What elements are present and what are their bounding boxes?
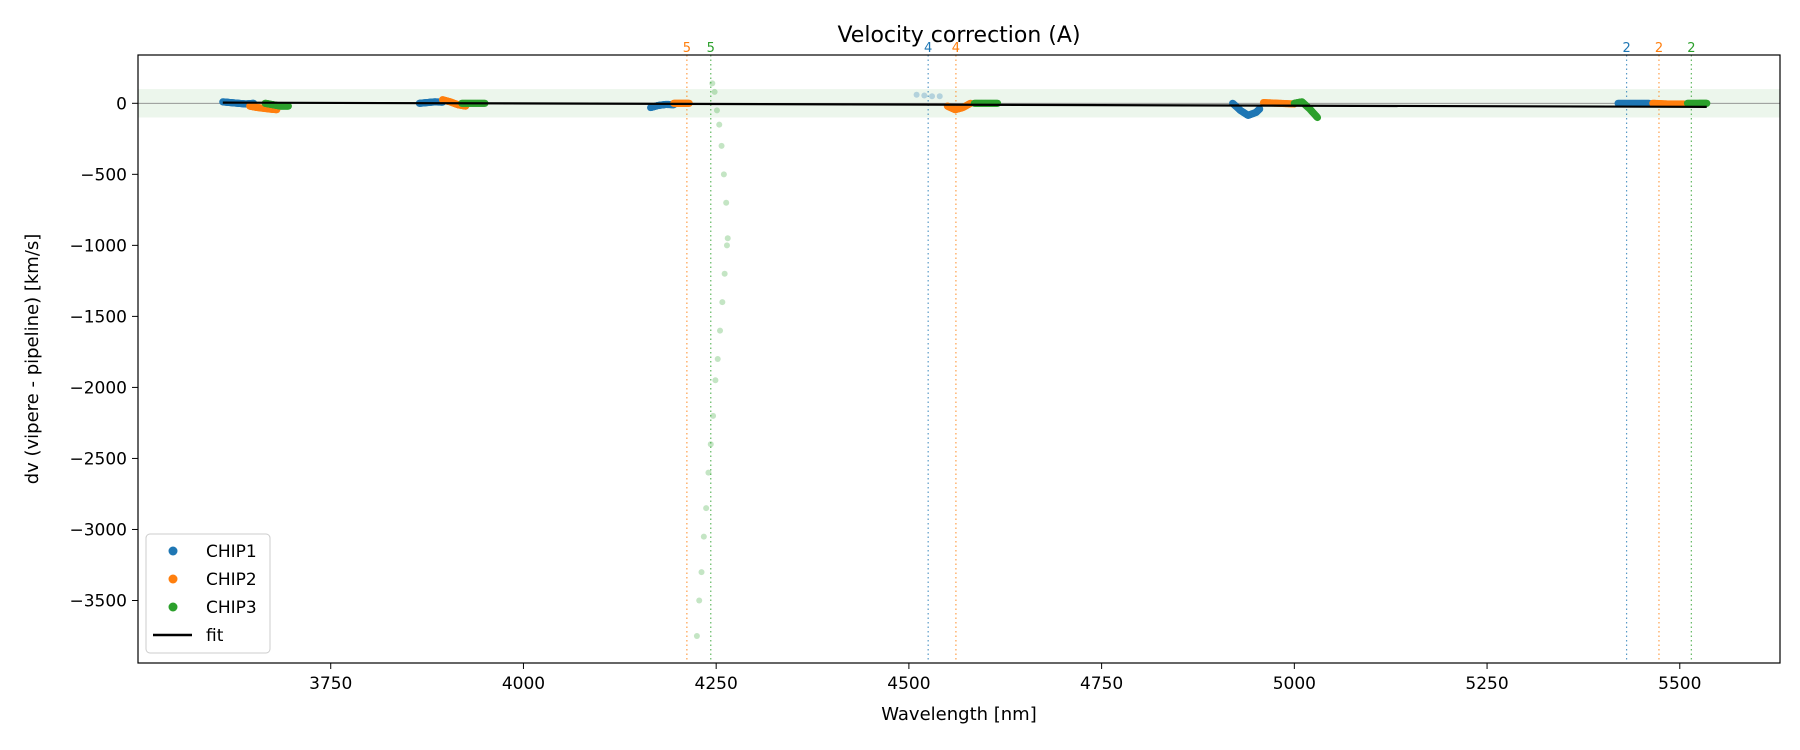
data-point — [1256, 105, 1264, 113]
outlier-point — [714, 356, 721, 362]
outlier-point — [718, 142, 725, 149]
legend-label-chip1: CHIP1 — [206, 542, 257, 562]
legend-marker-chip3 — [168, 602, 178, 612]
axis-ticks-layer: 3750 4000 4250 4500 4750 5000 5250 5500 0 −500 −10… — [69, 94, 1701, 694]
order-marker-label: 5 — [683, 41, 691, 56]
x-tick-label: 3750 — [309, 674, 352, 694]
y-axis-label: dv (vipere - pipeline) [km/s] — [22, 234, 43, 485]
x-tick-label: 5500 — [1658, 674, 1701, 694]
legend-label-chip2: CHIP2 — [206, 570, 257, 590]
outlier-point — [723, 242, 730, 249]
order-marker-label: 2 — [1622, 41, 1630, 56]
outlier-point — [700, 533, 707, 540]
order-marker-label: 2 — [1687, 41, 1695, 56]
y-tick-label: −500 — [80, 165, 127, 185]
data-point — [1313, 113, 1322, 122]
plot-frame — [137, 54, 1781, 664]
outlier-point — [696, 597, 703, 604]
y-tick-label: −2500 — [69, 449, 127, 469]
legend-box — [145, 533, 271, 654]
x-tick-label: 4250 — [695, 674, 738, 694]
legend: CHIP1 CHIP2 CHIP3 fit — [145, 533, 271, 654]
x-tick-label: 4000 — [502, 674, 545, 694]
order-marker-label: 2 — [1655, 41, 1663, 56]
order-marker-label: 4 — [924, 41, 932, 56]
chart-title: Velocity correction (A) — [837, 23, 1080, 48]
outlier-point — [707, 441, 714, 448]
data-point — [1703, 99, 1711, 107]
y-tick-label: 0 — [116, 94, 127, 114]
y-tick-label: −3500 — [69, 591, 127, 611]
outlier-point — [913, 91, 920, 98]
order-marker-label: 4 — [952, 41, 960, 56]
y-tick-label: −2000 — [69, 378, 127, 398]
outlier-point — [720, 171, 727, 178]
outlier-point — [921, 92, 928, 99]
x-tick-label: 5250 — [1465, 674, 1508, 694]
legend-label-chip3: CHIP3 — [206, 598, 257, 618]
outlier-point — [721, 270, 728, 277]
data-point — [284, 102, 292, 110]
outlier-point — [712, 377, 719, 384]
outlier-point — [723, 199, 730, 206]
x-axis-label: Wavelength [nm] — [881, 704, 1037, 725]
fit-line-layer — [222, 101, 1707, 108]
outlier-point — [711, 88, 718, 95]
legend-marker-chip2 — [168, 574, 178, 584]
outlier-point — [698, 569, 705, 576]
data-points-layer — [219, 80, 1711, 640]
x-tick-label: 4500 — [887, 674, 930, 694]
y-tick-label: −1500 — [69, 307, 127, 327]
legend-marker-chip1 — [168, 546, 178, 556]
outlier-point — [716, 121, 723, 128]
outlier-point — [693, 633, 700, 640]
legend-label-fit: fit — [206, 626, 224, 646]
outlier-point — [929, 93, 936, 100]
outlier-point — [709, 80, 716, 87]
y-tick-label: −1000 — [69, 236, 127, 256]
outlier-point — [713, 107, 720, 114]
outlier-point — [703, 505, 710, 512]
y-tick-label: −3000 — [69, 520, 127, 540]
outlier-point — [719, 299, 726, 306]
outlier-point — [710, 412, 717, 419]
fit-line — [222, 101, 1707, 108]
outlier-point — [936, 93, 943, 100]
order-marker-label: 5 — [707, 41, 715, 56]
x-tick-label: 4750 — [1080, 674, 1123, 694]
outlier-point — [724, 235, 731, 242]
outlier-point — [705, 469, 712, 476]
outlier-point — [717, 327, 724, 334]
order-marker-layer: 5 5 4 4 2 2 2 — [683, 41, 1695, 663]
x-tick-label: 5000 — [1273, 674, 1316, 694]
